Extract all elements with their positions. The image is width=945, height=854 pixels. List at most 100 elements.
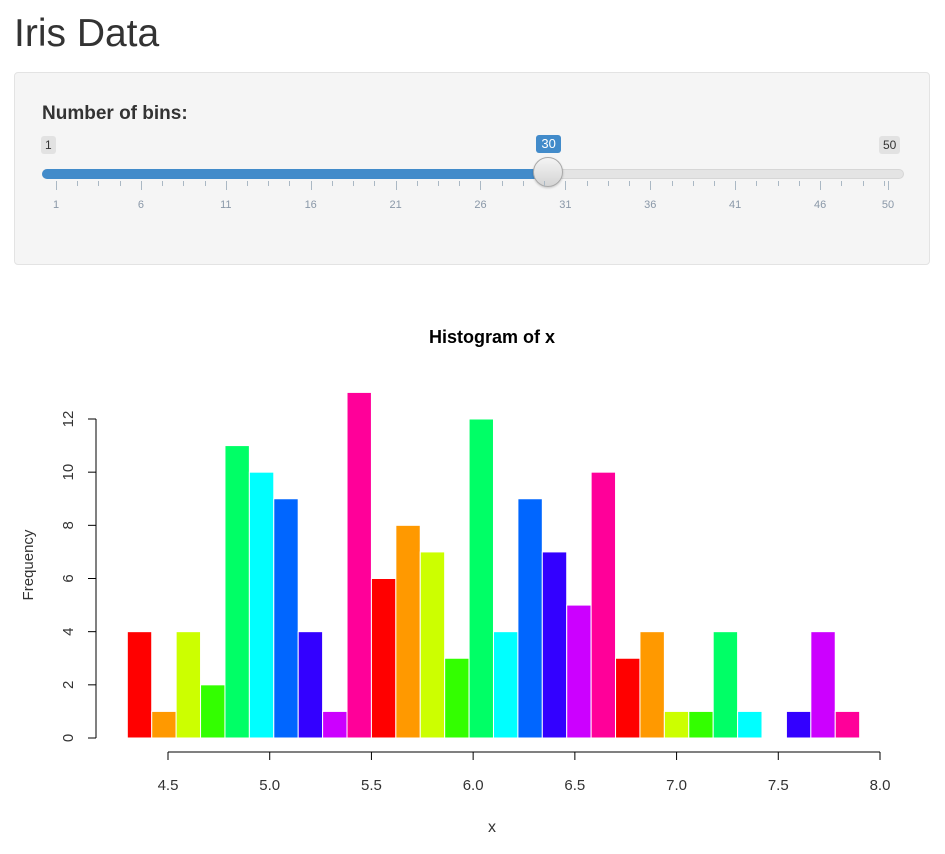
slider-minor-tick — [586, 181, 588, 186]
slider-major-tick — [56, 181, 57, 190]
slider-minor-tick — [416, 181, 418, 186]
slider-minor-tick — [353, 181, 355, 186]
histogram-bar — [395, 524, 421, 739]
x-axis-title: x — [488, 819, 496, 836]
slider-major-tick — [225, 181, 227, 190]
chart-title: Histogram of x — [429, 327, 555, 347]
slider-grid-label: 26 — [474, 199, 487, 211]
slider-grid-label: 36 — [644, 199, 657, 211]
slider-minor-tick — [501, 181, 503, 186]
histogram-bar — [663, 710, 690, 739]
x-tick-label: 6.0 — [463, 777, 484, 794]
slider-minor-tick — [247, 181, 249, 186]
slider-major-tick — [820, 181, 822, 190]
histogram-bar — [492, 631, 519, 739]
slider-value-label: 30 — [536, 135, 561, 153]
histogram-bar — [615, 657, 641, 739]
x-tick-label: 4.5 — [158, 777, 179, 794]
histogram-bar — [126, 631, 153, 739]
slider-minor-tick — [713, 181, 715, 186]
slider-grid-label: 1 — [52, 199, 60, 211]
slider-grid-label: 31 — [559, 199, 572, 211]
slider-minor-tick — [459, 181, 461, 186]
histogram-bar — [444, 657, 470, 739]
slider-major-tick — [650, 181, 652, 190]
histogram-bar — [785, 710, 812, 739]
slider-fill — [42, 169, 549, 179]
slider-minor-tick — [777, 181, 779, 186]
slider-grid-label: 50 — [881, 199, 895, 211]
slider-grid-label: 6 — [137, 199, 144, 211]
slider-minor-tick — [119, 181, 121, 186]
histogram-bar — [322, 710, 348, 739]
slider-major-tick — [395, 181, 397, 190]
slider-minor-tick — [798, 181, 800, 186]
histogram-bar — [541, 551, 568, 739]
y-tick-label: 2 — [60, 681, 77, 689]
histogram-bar — [810, 631, 836, 739]
x-tick-label: 5.0 — [259, 777, 280, 794]
slider-grid-label: 46 — [813, 199, 827, 211]
slider-minor-tick — [77, 181, 79, 186]
histogram-bar — [419, 551, 446, 739]
slider-major-tick — [310, 181, 312, 190]
histogram-bar — [688, 710, 714, 739]
slider-major-tick — [565, 181, 567, 190]
slider-grid-label: 41 — [729, 199, 742, 211]
histogram-bar — [200, 684, 226, 739]
slider-minor-tick — [522, 181, 524, 186]
x-tick-label: 8.0 — [870, 777, 891, 794]
histogram-bar — [834, 710, 861, 739]
slider-minor-tick — [374, 181, 376, 186]
slider-max-label: 50 — [879, 136, 901, 154]
y-tick-label: 0 — [60, 734, 77, 742]
histogram-bar — [297, 631, 324, 739]
slider-minor-tick — [671, 181, 673, 186]
histogram-bar — [273, 498, 299, 739]
slider-minor-tick — [629, 181, 631, 186]
histogram-bar — [248, 471, 275, 739]
slider-handle[interactable] — [533, 157, 564, 187]
slider-grid-label: 11 — [220, 199, 232, 211]
slider-minor-tick — [841, 181, 843, 186]
slider-minor-tick — [607, 181, 609, 186]
slider-minor-tick — [268, 181, 270, 186]
slider-min-label: 1 — [41, 136, 56, 154]
slider-major-tick — [480, 181, 482, 190]
slider-minor-tick — [438, 181, 440, 186]
histogram-bar — [712, 631, 739, 739]
y-tick-label: 10 — [60, 464, 77, 481]
y-tick-label: 12 — [60, 411, 77, 428]
y-axis-title: Frequency — [20, 529, 37, 600]
slider-minor-tick — [162, 181, 164, 186]
histogram-bar — [468, 418, 494, 739]
slider-minor-tick — [862, 181, 864, 186]
histogram-bar — [346, 391, 372, 739]
slider-minor-tick — [692, 181, 694, 186]
y-tick-label: 6 — [60, 574, 77, 582]
slider-minor-tick — [98, 181, 100, 186]
slider-minor-tick — [289, 181, 291, 186]
x-tick-label: 5.5 — [361, 777, 382, 794]
slider-major-tick — [888, 181, 889, 190]
slider-grid-label: 16 — [304, 199, 317, 211]
histogram-bar — [151, 710, 177, 739]
x-tick-label: 7.0 — [666, 777, 687, 794]
y-tick-label: 8 — [60, 521, 77, 529]
slider-grid-label: 21 — [389, 199, 402, 211]
histogram-bar — [370, 578, 397, 739]
slider-minor-tick — [544, 181, 546, 186]
histogram-bar — [590, 471, 617, 739]
page-title: Iris Data — [14, 12, 160, 55]
histogram-bar — [639, 631, 665, 739]
slider-minor-tick — [756, 181, 758, 186]
bins-label: Number of bins: — [42, 103, 188, 124]
histogram-bar — [517, 498, 543, 739]
histogram-bar — [566, 604, 592, 739]
slider-minor-tick — [331, 181, 333, 186]
x-tick-label: 7.5 — [768, 777, 789, 794]
slider-major-tick — [140, 181, 142, 190]
slider-major-tick — [735, 181, 737, 190]
histogram-bar — [224, 445, 250, 739]
histogram-chart: Histogram of x 4.5 5.0 5.5 6.0 6.5 7.0 7.5 8.0 x 0… — [20, 327, 891, 836]
